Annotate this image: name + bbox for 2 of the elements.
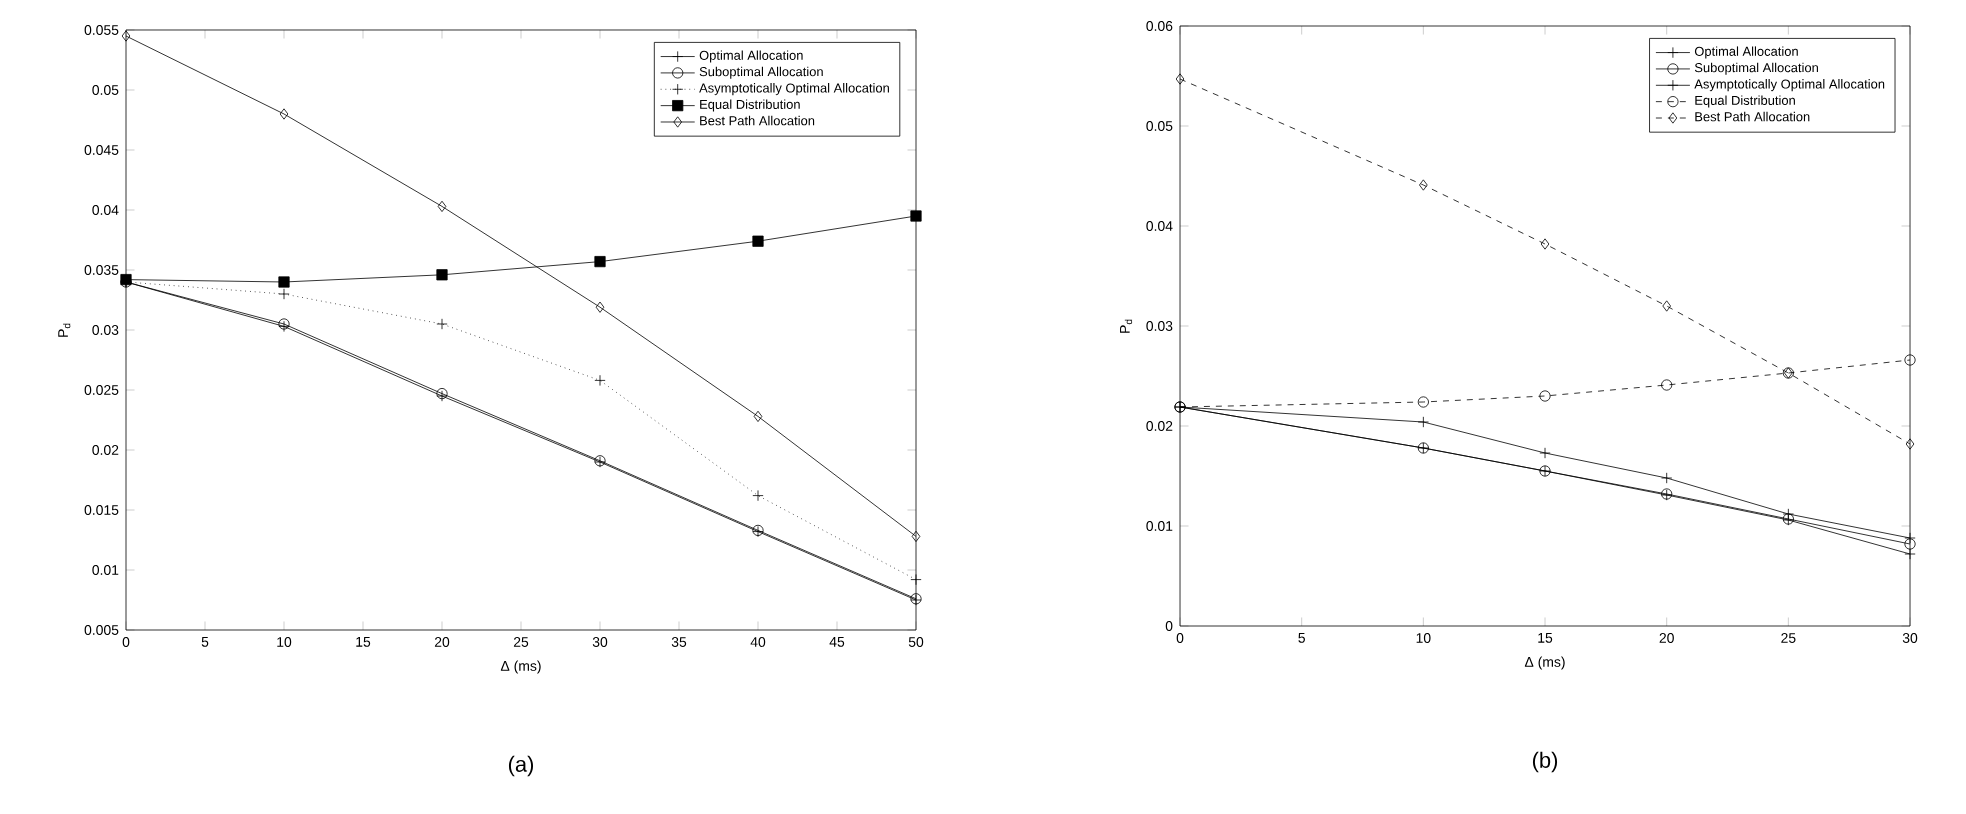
text: (b) bbox=[1532, 751, 1558, 773]
text: (a) bbox=[508, 755, 534, 777]
